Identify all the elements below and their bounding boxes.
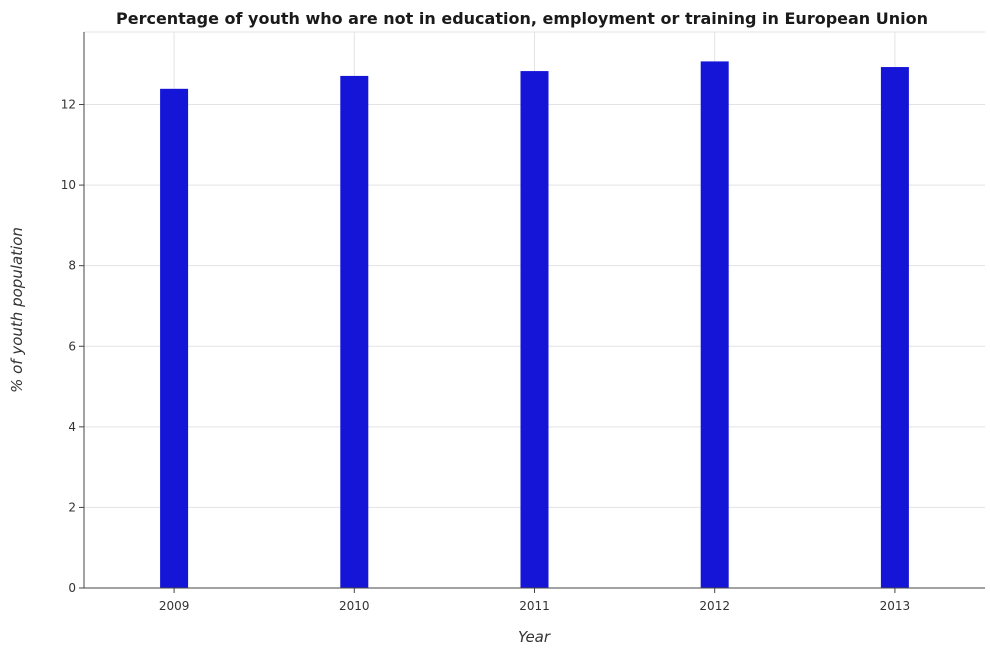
bar [340, 75, 369, 588]
x-axis-label: Year [518, 628, 551, 646]
y-tick-label: 0 [68, 581, 76, 595]
x-tick-label: 2012 [699, 599, 730, 613]
bar [520, 71, 549, 588]
y-ticks: 0 2 4 6 8 10 12 [61, 98, 84, 595]
bars [160, 61, 909, 589]
y-tick-label: 4 [68, 420, 76, 434]
y-tick-label: 8 [68, 259, 76, 273]
x-tick-label: 2013 [880, 599, 911, 613]
bar [880, 67, 909, 588]
x-tick-label: 2010 [339, 599, 370, 613]
x-tick-label: 2009 [159, 599, 190, 613]
bar [700, 61, 729, 588]
x-ticks: 2009 2010 2011 2012 2013 [159, 588, 910, 613]
x-tick-label: 2011 [519, 599, 550, 613]
y-tick-label: 12 [61, 98, 76, 112]
y-tick-label: 10 [61, 178, 76, 192]
y-axis-label: % of youth population [8, 227, 26, 393]
y-tick-label: 6 [68, 339, 76, 353]
y-tick-label: 2 [68, 500, 76, 514]
chart-title: Percentage of youth who are not in educa… [116, 9, 928, 28]
bar [160, 88, 189, 589]
